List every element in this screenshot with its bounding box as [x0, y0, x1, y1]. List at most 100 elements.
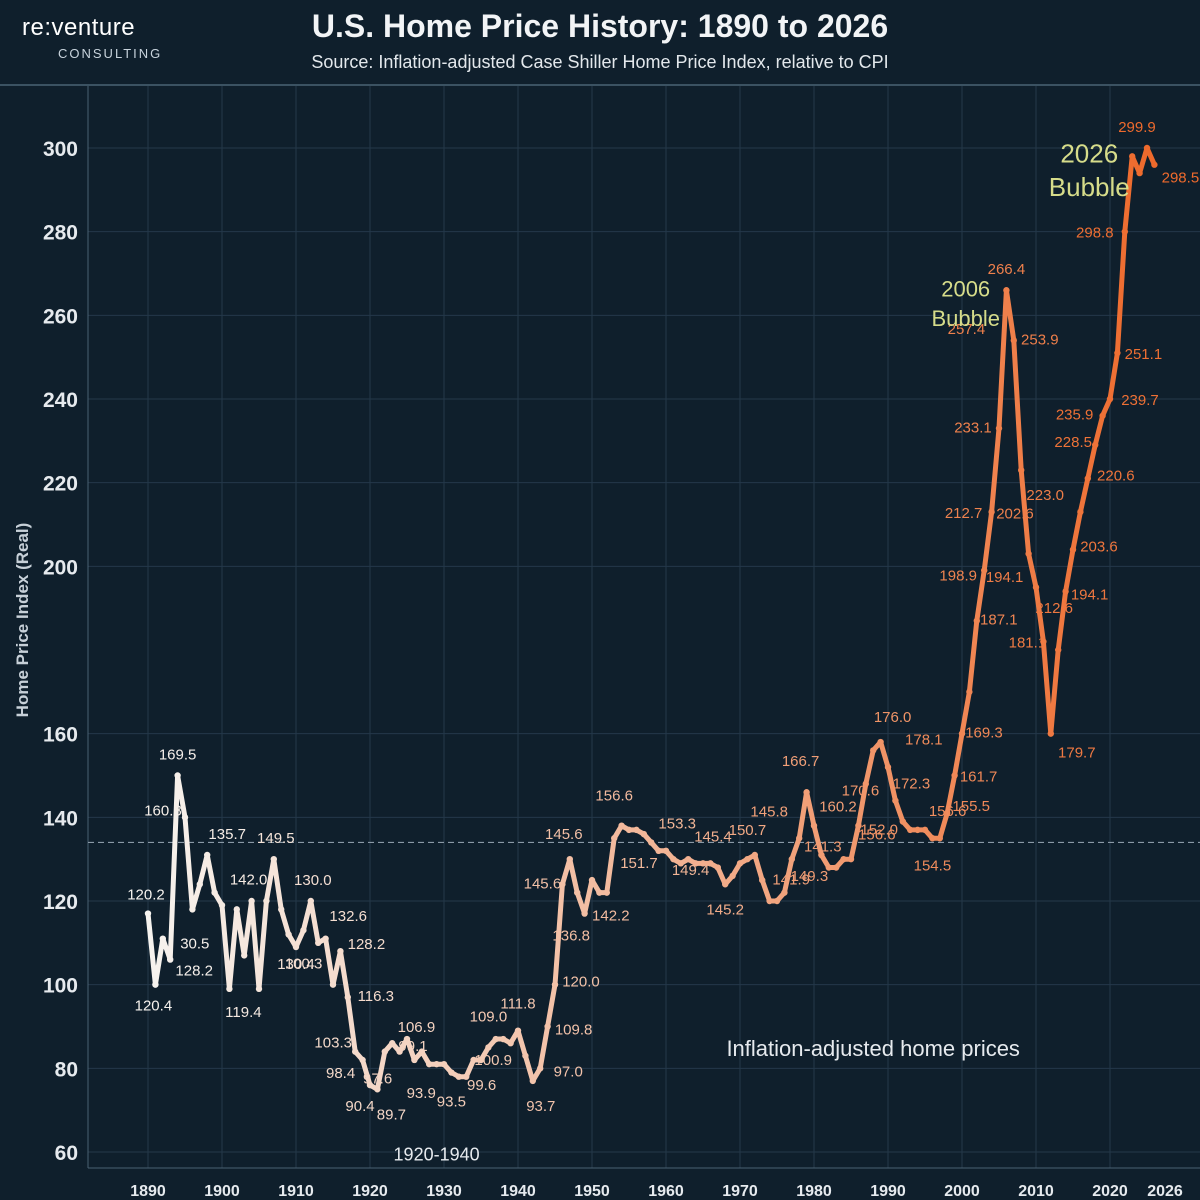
data-label: 228.5: [1054, 434, 1092, 451]
data-point: [603, 889, 610, 896]
data-label: 145.6: [524, 875, 562, 892]
data-point: [389, 1040, 396, 1047]
y-tick-label: 120: [43, 891, 78, 914]
data-label: 30.5: [180, 936, 209, 953]
data-point: [1106, 395, 1114, 403]
data-point: [855, 822, 862, 829]
data-point: [751, 851, 758, 859]
data-label: 220.6: [1097, 467, 1135, 484]
chart-annotation: 1920-1940: [394, 1144, 480, 1164]
data-label: 141.3: [804, 839, 842, 856]
data-point: [241, 952, 248, 959]
data-point: [1143, 144, 1151, 152]
data-label: 130.4: [277, 956, 315, 973]
data-label: 170.6: [842, 783, 880, 800]
x-tick-label: 2020: [1092, 1183, 1128, 1200]
data-label: 149.3: [791, 868, 829, 885]
x-tick-label: 1920: [352, 1183, 388, 1200]
x-tick-label: 1950: [574, 1183, 610, 1200]
data-point: [1129, 153, 1136, 160]
data-point: [1010, 337, 1017, 344]
data-label: 152.0: [860, 821, 898, 838]
data-point: [958, 730, 966, 737]
data-label: 151.7: [620, 855, 658, 872]
data-label: 99.6: [467, 1077, 496, 1094]
data-point: [381, 1048, 388, 1055]
data-point: [596, 889, 603, 896]
data-label: 100.3: [285, 956, 323, 973]
data-point: [337, 948, 344, 955]
data-point: [1003, 287, 1010, 294]
data-label: 89.7: [377, 1106, 406, 1123]
data-point: [248, 897, 255, 905]
chart-annotation: Bubble: [1049, 172, 1130, 202]
data-point: [884, 763, 892, 771]
x-tick-label: 2010: [1018, 1183, 1054, 1200]
chart-annotation: 2006: [941, 277, 990, 302]
data-point: [396, 1048, 403, 1055]
data-point: [1121, 228, 1129, 235]
data-point: [833, 864, 840, 871]
data-point: [899, 818, 906, 825]
data-point: [403, 1035, 411, 1043]
data-label: 212.7: [945, 505, 983, 522]
data-label: 149.4: [672, 862, 710, 879]
data-label: 156.6: [858, 827, 896, 844]
data-point: [810, 822, 818, 829]
data-point: [181, 814, 189, 821]
y-tick-label: 60: [55, 1142, 78, 1165]
x-tick-label: 1930: [426, 1183, 462, 1200]
data-label: 187.1: [980, 612, 1018, 629]
y-axis-label: Home Price Index (Real): [13, 523, 32, 718]
data-label: 97.0: [554, 1063, 583, 1080]
data-point: [625, 826, 633, 834]
chart-subtitle: Source: Inflation-adjusted Case Shiller …: [311, 52, 889, 72]
data-label: 235.9: [1056, 407, 1094, 424]
y-tick-label: 280: [43, 222, 78, 245]
x-axis-ticks: 1890 1900 1910 1920 1930 1940 1950 1960 1970 1980…: [130, 1183, 1183, 1200]
data-label: 142.2: [592, 908, 630, 925]
header: re:venture CONSULTING U.S. Home Price Hi…: [0, 0, 1200, 86]
data-point: [1099, 412, 1106, 419]
data-point: [944, 809, 951, 817]
y-tick-label: 220: [43, 473, 78, 496]
data-point: [433, 1060, 440, 1068]
data-label: 233.1: [954, 419, 992, 436]
data-point: [566, 855, 573, 863]
data-label: 128.2: [175, 963, 213, 980]
data-label: 93.5: [437, 1094, 466, 1111]
data-label: 100.9: [474, 1052, 512, 1069]
x-tick-label: 1980: [796, 1183, 832, 1200]
x-tick-label: 1970: [722, 1183, 758, 1200]
data-label: 156.6: [929, 803, 967, 820]
data-labels: 120.2 120.4 30.5 128.2 169.5 160.8 135.7 142.0 1…: [127, 119, 1199, 1123]
data-point: [218, 901, 226, 909]
data-label: 169.3: [965, 725, 1003, 742]
data-point: [204, 851, 211, 859]
data-label: 202.6: [996, 505, 1034, 522]
data-label: 212.6: [1035, 600, 1073, 617]
data-label: 150.7: [729, 822, 767, 839]
data-label: 181.1: [1009, 635, 1047, 652]
data-point: [581, 910, 588, 917]
data-label: 97.6: [363, 1071, 392, 1088]
y-tick-label: 200: [43, 556, 78, 579]
y-tick-label: 80: [55, 1058, 78, 1081]
data-point: [1040, 638, 1047, 645]
data-label: 169.5: [159, 747, 197, 764]
data-label: 90.4: [345, 1098, 374, 1115]
data-label: 299.9: [1118, 119, 1156, 136]
chart-annotation: Bubble: [931, 306, 1000, 331]
data-point: [559, 881, 566, 888]
data-point: [1069, 546, 1077, 553]
data-label: 203.6: [1080, 539, 1118, 556]
data-label: 109.0: [470, 1008, 508, 1025]
data-point: [1018, 466, 1025, 474]
data-point: [189, 906, 196, 913]
data-point: [477, 1056, 485, 1064]
data-point: [1025, 550, 1032, 557]
data-label: 253.9: [1021, 331, 1059, 348]
data-label: 111.8: [500, 996, 535, 1013]
data-point: [1077, 508, 1084, 516]
